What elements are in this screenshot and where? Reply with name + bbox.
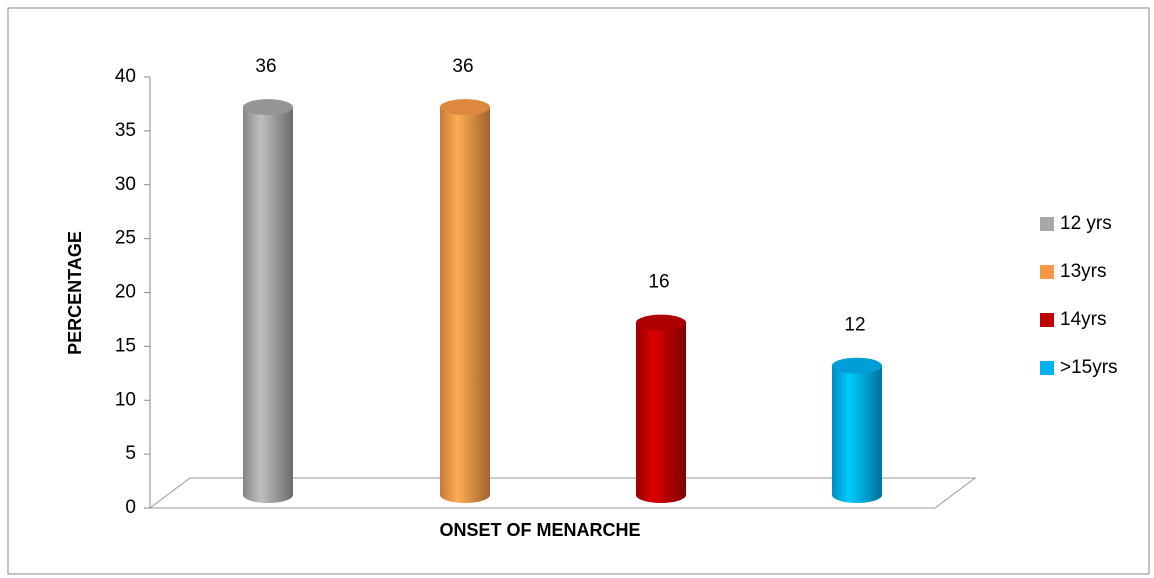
- bar: [832, 365, 882, 503]
- y-tick-label: 15: [115, 335, 136, 356]
- y-axis-title: PERCENTAGE: [65, 231, 85, 355]
- floor: [148, 477, 977, 509]
- y-tick-label: 35: [115, 120, 136, 141]
- legend-label: >15yrs: [1060, 357, 1118, 378]
- x-axis-title: ONSET OF MENARCHE: [439, 520, 640, 540]
- y-tick-label: 5: [125, 443, 136, 464]
- legend-swatch: [1040, 313, 1054, 327]
- y-tick-label: 30: [115, 174, 136, 195]
- data-label: 12: [844, 315, 865, 336]
- bar-top: [832, 357, 882, 374]
- y-tick-label: 10: [115, 389, 136, 410]
- data-label: 36: [255, 56, 276, 77]
- y-tick-label: 0: [125, 497, 136, 518]
- bar: [636, 322, 686, 503]
- legend-swatch: [1040, 217, 1054, 231]
- y-tick-label: 20: [115, 282, 136, 303]
- bar: [440, 107, 490, 503]
- legend-label: 14yrs: [1060, 309, 1106, 330]
- bar-top: [243, 99, 293, 116]
- y-tick-label: 40: [115, 66, 136, 87]
- data-label: 36: [452, 56, 473, 77]
- legend-swatch: [1040, 361, 1054, 375]
- data-label: 16: [648, 272, 669, 293]
- bar: [243, 107, 293, 503]
- bar-top: [636, 314, 686, 331]
- bar-top: [440, 99, 490, 116]
- y-tick-label: 25: [115, 228, 136, 249]
- legend-swatch: [1040, 265, 1054, 279]
- legend-label: 13yrs: [1060, 261, 1106, 282]
- legend-label: 12 yrs: [1060, 213, 1112, 234]
